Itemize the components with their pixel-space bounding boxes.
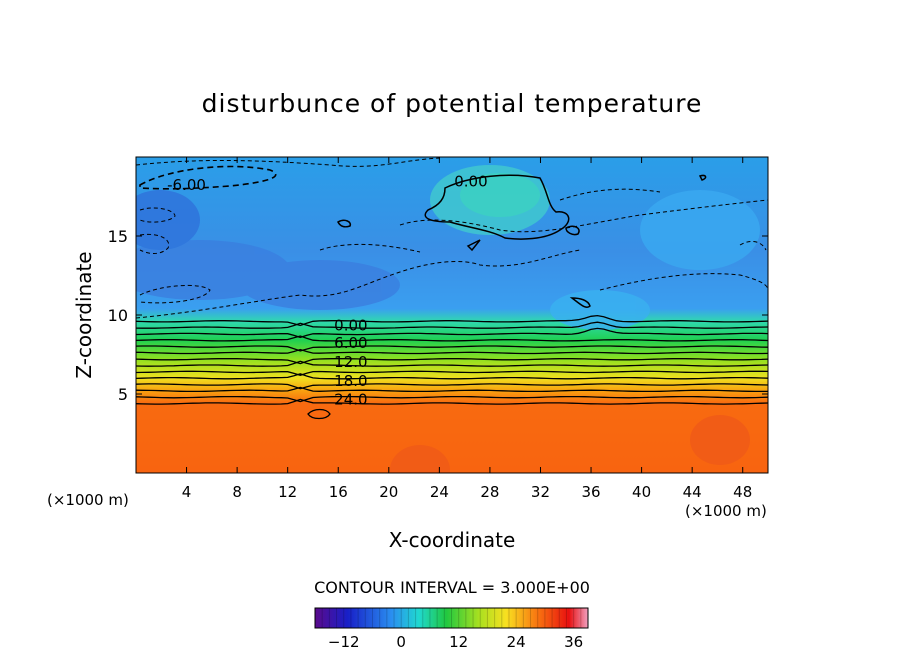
x-tick-label: 8 — [232, 483, 242, 501]
zero-contours-upper — [337, 174, 707, 309]
x-tick-label: 44 — [683, 483, 702, 501]
contour-label: 12.0 — [334, 353, 367, 371]
contour-label: -6.00 — [167, 176, 206, 194]
x-tick-label: 24 — [430, 483, 449, 501]
colorbar-tick-label: 36 — [564, 633, 583, 651]
y-tick-label: 15 — [108, 227, 128, 246]
contour-label: 24.0 — [334, 391, 367, 409]
x-tick-label: 32 — [531, 483, 550, 501]
contour-line — [136, 370, 768, 376]
contour-line — [136, 383, 768, 390]
contour-line — [136, 357, 768, 365]
x-tick-label: 12 — [278, 483, 297, 501]
contour-line — [136, 327, 768, 339]
x-tick-label: 4 — [182, 483, 192, 501]
contour-line — [136, 335, 768, 342]
x-tick-label: 28 — [480, 483, 499, 501]
contour-line — [136, 321, 768, 329]
colorbar — [314, 607, 589, 629]
y-tick-label: 5 — [118, 385, 128, 404]
colorbar-tick-label: 24 — [507, 633, 526, 651]
x-unit-left: (×1000 m) — [47, 491, 129, 509]
contour-line — [136, 398, 768, 405]
contour-interval-text: CONTOUR INTERVAL = 3.000E+00 — [314, 578, 590, 597]
contour-label: 6.00 — [334, 334, 367, 352]
chart-title: disturbunce of potential temperature — [202, 89, 703, 118]
x-axis: 4 8 12 16 20 24 28 32 36 40 44 48 — [182, 157, 752, 501]
y-axis-label: Z-coordinate — [72, 251, 96, 378]
colorbar-tick-label: 0 — [396, 633, 406, 651]
y-tick-label: 10 — [108, 306, 128, 325]
contour-line — [136, 345, 768, 352]
closed-contour-low — [307, 408, 331, 420]
contour-line — [136, 395, 768, 403]
colorbar-tick-label: −12 — [328, 633, 360, 651]
contour-label: 0.00 — [334, 316, 367, 334]
stratified-contours — [136, 314, 768, 405]
colorbar-stripes — [314, 608, 589, 628]
contour-line — [136, 373, 768, 380]
x-tick-label: 20 — [379, 483, 398, 501]
contour-line — [136, 348, 768, 355]
contour-line — [136, 386, 768, 393]
colorbar-tick-label: 12 — [449, 633, 468, 651]
x-tick-label: 48 — [733, 483, 752, 501]
contour-label: 18.0 — [334, 372, 367, 390]
x-unit-right: (×1000 m) — [685, 502, 767, 520]
x-tick-label: 16 — [329, 483, 348, 501]
x-tick-label: 40 — [632, 483, 651, 501]
x-tick-label: 36 — [581, 483, 600, 501]
contour-label: 0.00 — [454, 173, 487, 191]
contour-line — [136, 360, 768, 367]
contour-line — [136, 314, 768, 327]
x-axis-label: X-coordinate — [389, 528, 516, 552]
y-axis: 5 10 15 — [108, 227, 768, 404]
colorbar-ticks: −12 0 12 24 36 — [328, 633, 583, 651]
